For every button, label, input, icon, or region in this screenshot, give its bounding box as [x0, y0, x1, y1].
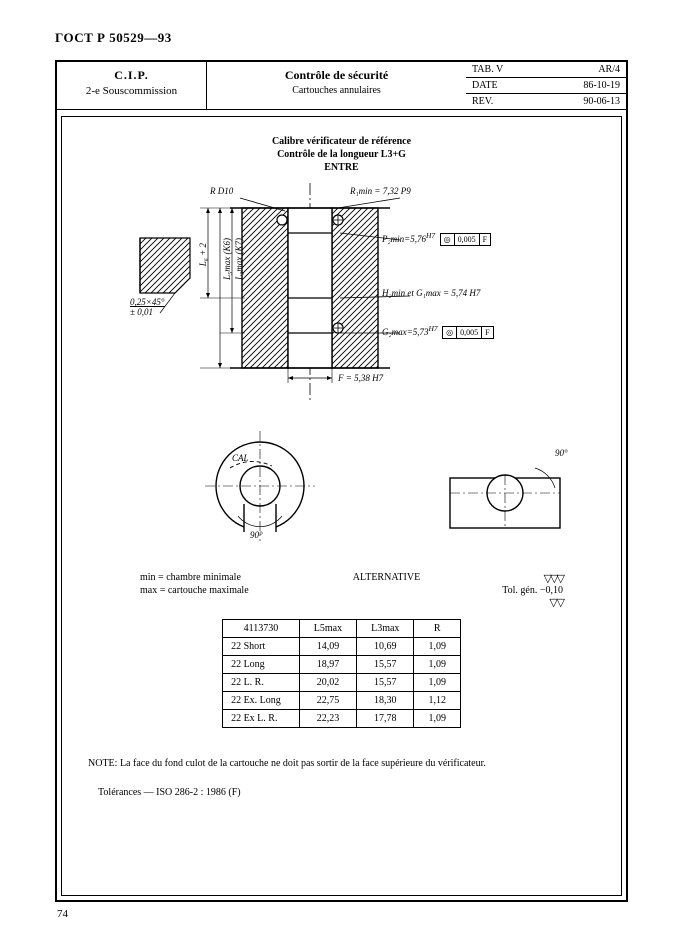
table-cell: 18,97 [299, 656, 356, 674]
titleblock-middle: Contrôle de sécurité Cartouches annulair… [207, 62, 466, 109]
table-cell: 20,02 [299, 674, 356, 692]
title-block: C.I.P. 2-e Souscommission Contrôle de sé… [57, 62, 626, 110]
table-cell: 15,57 [357, 674, 414, 692]
label-f: F = 5,38 H7 [338, 373, 383, 383]
document-header: ГОСТ Р 50529—93 [55, 30, 628, 46]
label-l6: L₆ + 2 [198, 243, 208, 266]
table-cell: 18,30 [357, 692, 414, 710]
legend-definitions: min = chambre minimale max = cartouche m… [140, 572, 330, 597]
dimension-table: 4113730 L5max L3max R 22 Short14,0910,69… [222, 619, 461, 728]
titleblock-row: TAB. V AR/4 [466, 62, 626, 78]
th: 4113730 [223, 620, 300, 638]
tol-datum: F [482, 327, 492, 338]
table-cell: 22 Short [223, 638, 300, 656]
title-sub: Cartouches annulaires [211, 85, 462, 96]
label-pmin: P₂min=5,76H7 ◎0,005F [382, 231, 491, 246]
titleblock-right: TAB. V AR/4 DATE 86-10-19 REV. 90-06-13 [466, 62, 626, 109]
tol-val: 0,005 [457, 327, 482, 338]
sup: H7 [428, 324, 437, 333]
tol-datum: F [480, 234, 490, 245]
table-cell: 1,09 [414, 710, 461, 728]
tb-key: TAB. V [472, 64, 503, 75]
label-r-d10: R D10 [210, 186, 233, 196]
concentricity-icon: ◎ [441, 234, 455, 245]
title-main: Contrôle de sécurité [211, 68, 462, 83]
titleblock-row: REV. 90-06-13 [466, 94, 626, 109]
label-l3: L₃max (K7) [234, 238, 244, 280]
table-cell: 22,23 [299, 710, 356, 728]
legend-alternative: ALTERNATIVE [330, 572, 443, 583]
table-cell: 22 Long [223, 656, 300, 674]
concentricity-icon: ◎ [443, 327, 457, 338]
label-cal: CAL [232, 453, 249, 463]
caption-line: Calibre vérificateur de référence [272, 136, 411, 147]
th: L5max [299, 620, 356, 638]
legend-row: min = chambre minimale max = cartouche m… [140, 572, 563, 609]
label-chamfer: 0,25×45° ± 0,01 [130, 298, 164, 318]
table-row: 22 Ex L. R.22,2317,781,09 [223, 710, 461, 728]
content: Calibre vérificateur de référence Contrô… [68, 123, 615, 883]
table-cell: 22 Ex L. R. [223, 710, 300, 728]
titleblock-row: DATE 86-10-19 [466, 78, 626, 94]
text: G₂max=5,73 [382, 327, 428, 337]
text: ± 0,01 [130, 307, 153, 317]
table-cell: 1,09 [414, 674, 461, 692]
table-cell: 1,09 [414, 656, 461, 674]
table-cell: 10,69 [357, 638, 414, 656]
tb-val: 90-06-13 [583, 96, 620, 107]
legend-tolgen: ▽▽▽ Tol. gén. −0,10 ▽ ▽ [443, 572, 563, 609]
caption-line: Contrôle de la longueur L3+G [277, 149, 406, 160]
note: NOTE: La face du fond culot de la cartou… [88, 758, 595, 769]
table-row: 22 Short14,0910,691,09 [223, 638, 461, 656]
table-header-row: 4113730 L5max L3max R [223, 620, 461, 638]
table-cell: 1,09 [414, 638, 461, 656]
figure-caption: Calibre vérificateur de référence Contrô… [80, 135, 603, 174]
table-cell: 22,75 [299, 692, 356, 710]
table-cell: 22 L. R. [223, 674, 300, 692]
text: 0,25×45° [130, 297, 164, 307]
souscommission-label: 2-e Souscommission [61, 85, 202, 97]
main-drawing: R D10 R₁min = 7,32 P9 P₂min=5,76H7 ◎0,00… [80, 178, 603, 408]
legend-max: max = cartouche maximale [140, 585, 249, 596]
label-90-left: 90° [250, 530, 263, 540]
legend-min: min = chambre minimale [140, 572, 241, 583]
label-g2max: G₂max=5,73H7 ◎0,005F [382, 324, 494, 339]
alternative-views: CAL 90° 90° [80, 418, 603, 558]
caption-line: ENTRE [324, 162, 358, 173]
tb-key: DATE [472, 80, 498, 91]
cip-label: C.I.P. [61, 68, 202, 83]
titleblock-left: C.I.P. 2-e Souscommission [57, 62, 207, 109]
label-r1min: R₁min = 7,32 P9 [350, 186, 411, 196]
outer-frame: C.I.P. 2-e Souscommission Contrôle de sé… [55, 60, 628, 902]
tolerance-frame: ◎0,005F [440, 233, 491, 246]
th: L3max [357, 620, 414, 638]
table-row: 22 Ex. Long22,7518,301,12 [223, 692, 461, 710]
surface-finish-icon: ▽▽▽ [544, 573, 563, 585]
label-90-right: 90° [555, 448, 568, 458]
alt-svg [80, 418, 620, 558]
table-cell: 17,78 [357, 710, 414, 728]
label-h2-g1: H₂min et G₁max = 5,74 H7 [382, 288, 480, 298]
table-cell: 14,09 [299, 638, 356, 656]
page-number: 74 [57, 908, 628, 920]
table-cell: 1,12 [414, 692, 461, 710]
table-row: 22 Long18,9715,571,09 [223, 656, 461, 674]
tb-val: 86-10-19 [583, 80, 620, 91]
table-cell: 15,57 [357, 656, 414, 674]
tolerance-frame: ◎0,005F [442, 326, 493, 339]
tb-key: REV. [472, 96, 493, 107]
table-row: 22 L. R.20,0215,571,09 [223, 674, 461, 692]
drawing-area: Calibre vérificateur de référence Contrô… [61, 116, 622, 896]
tolgen-text: Tol. gén. −0,10 [502, 585, 563, 596]
surface-finish-icon: ▽ ▽ [549, 597, 563, 609]
tb-val: AR/4 [598, 64, 620, 75]
sup: H7 [426, 231, 435, 240]
label-l5: L₅max (K6) [222, 238, 232, 280]
th: R [414, 620, 461, 638]
table-cell: 22 Ex. Long [223, 692, 300, 710]
tolerance-reference: Tolérances — ISO 286-2 : 1986 (F) [98, 787, 595, 798]
text: P₂min=5,76 [382, 234, 426, 244]
tol-val: 0,005 [455, 234, 480, 245]
